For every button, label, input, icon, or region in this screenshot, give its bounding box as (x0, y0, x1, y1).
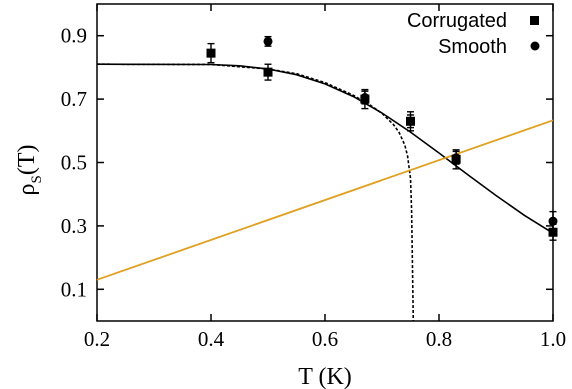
point-smooth (548, 216, 558, 226)
x-tick-label: 0.6 (312, 327, 338, 351)
y-axis-title: ρS(T) (14, 145, 45, 196)
point-corrugated (548, 227, 558, 237)
point-smooth (360, 93, 370, 103)
x-axis-title: T (K) (298, 364, 352, 389)
y-axis-ticks: 0.1 0.3 0.5 0.7 0.9 (61, 24, 553, 301)
fit-curves (96, 63, 554, 322)
point-smooth (263, 36, 273, 46)
y-tick-label: 0.7 (61, 87, 87, 111)
legend-label-smooth: Smooth (438, 36, 507, 58)
y-axis-title-sub: S (29, 175, 45, 183)
curve-solid-fit (96, 63, 554, 234)
legend-marker-circle (530, 41, 540, 51)
point-corrugated (263, 67, 273, 77)
y-tick-label: 0.9 (61, 24, 87, 48)
x-axis-ticks: 0.2 0.4 0.6 0.8 1.0 (84, 4, 566, 351)
x-tick-label: 0.2 (84, 327, 110, 351)
y-axis-title-main: ρ (14, 184, 40, 196)
curve-linear-line (96, 119, 554, 281)
legend-marker-square (530, 16, 539, 25)
y-axis-title-tail: (T) (14, 145, 40, 176)
legend: Corrugated Smooth (407, 10, 540, 58)
point-corrugated (206, 48, 216, 58)
data-points (206, 35, 558, 241)
y-tick-label: 0.3 (61, 214, 87, 238)
point-smooth (406, 116, 415, 126)
x-tick-label: 0.4 (198, 327, 225, 351)
x-tick-label: 1.0 (540, 327, 566, 351)
y-tick-label: 0.5 (61, 151, 87, 175)
x-tick-label: 0.8 (426, 327, 452, 351)
svg-text:ρS(T): ρS(T) (14, 145, 45, 196)
y-tick-label: 0.1 (61, 277, 87, 301)
legend-label-corrugated: Corrugated (407, 10, 507, 32)
point-smooth (451, 153, 461, 163)
